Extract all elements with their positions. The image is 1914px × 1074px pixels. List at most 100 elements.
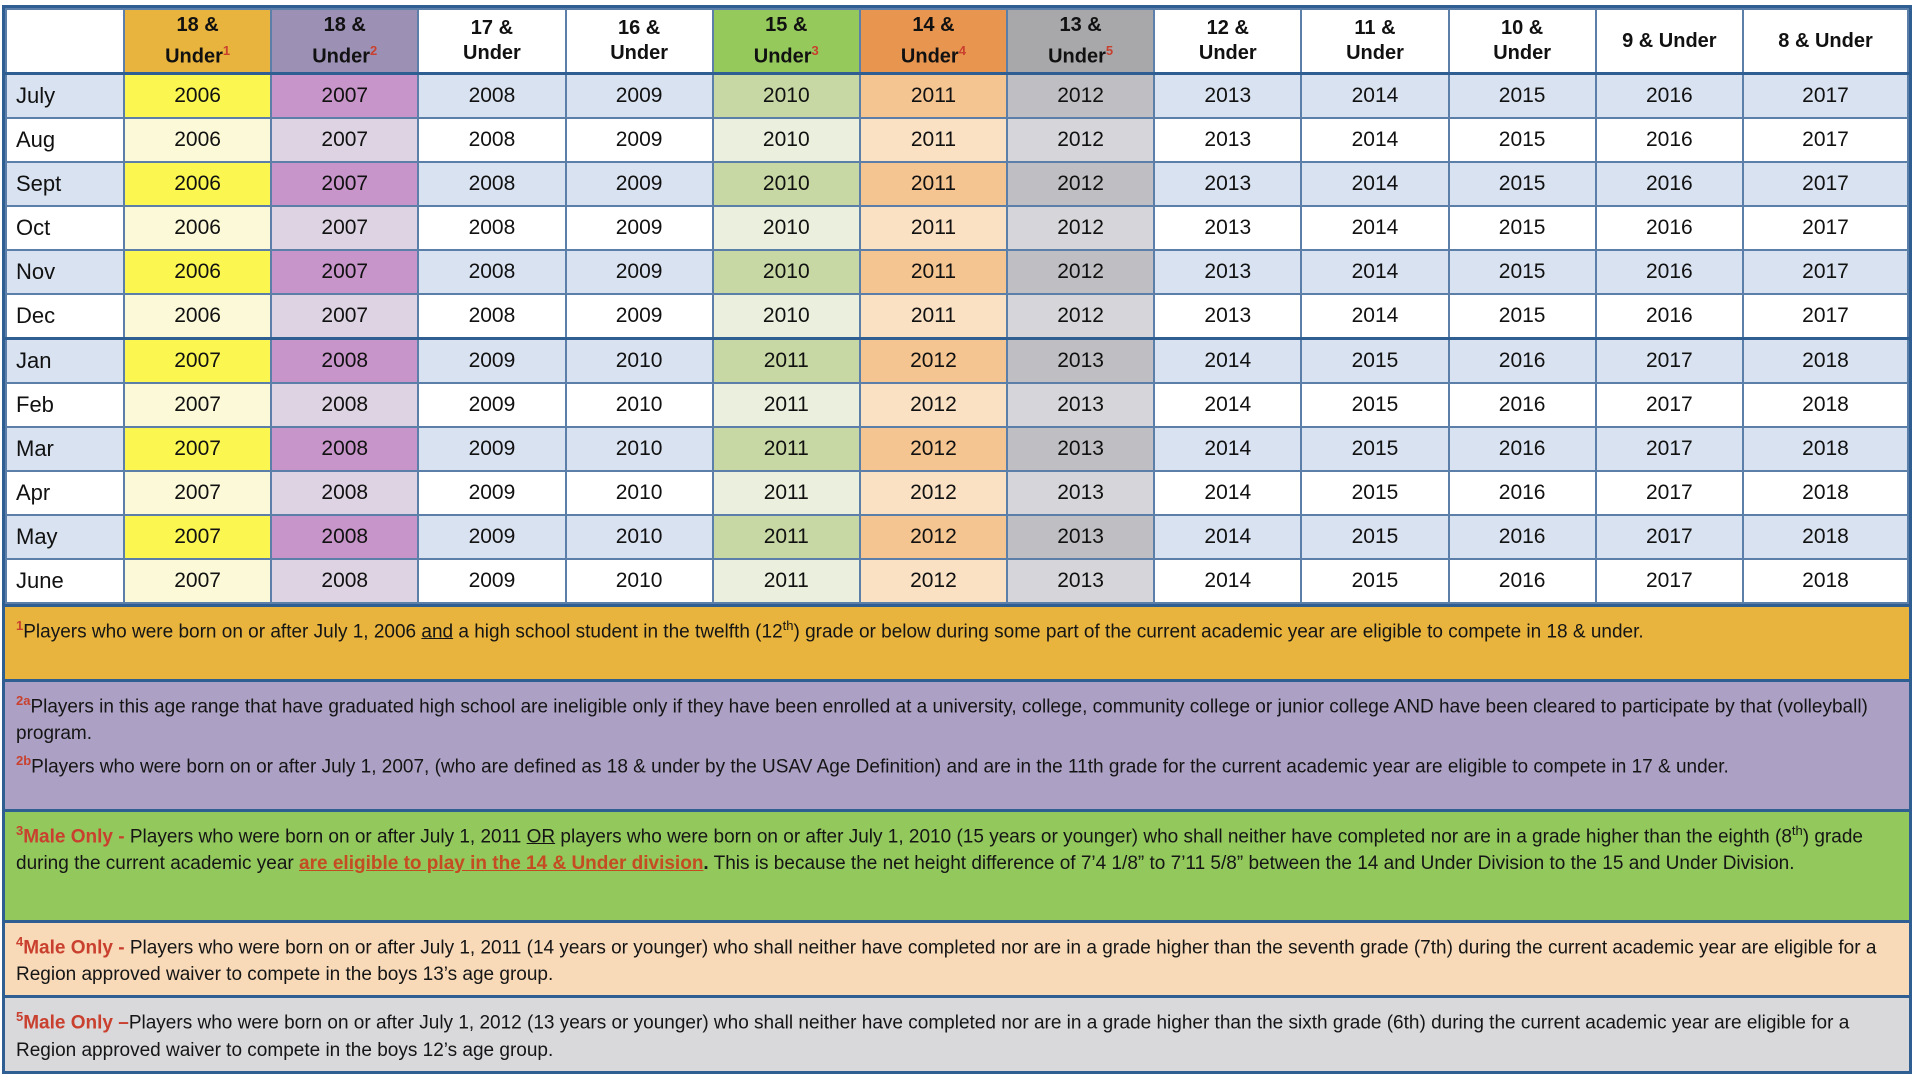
footnote-text-segment: a high school student in the twelfth (12 [453,621,783,643]
column-header-label: Under [1346,42,1404,64]
year-cell: 2011 [858,72,1009,119]
footnote-text-segment: ) grade during the current academic year [16,826,1863,875]
year-cell: 2018 [1742,426,1909,472]
footnote-text-segment: This is because the net height differenc… [708,853,1795,875]
footnote-text-segment: ) grade or below during some part of the… [793,621,1644,643]
year-cell: 2010 [564,514,714,560]
year-cell: 2011 [858,205,1009,251]
column-header-label: 9 & Under [1622,29,1717,52]
year-cell: 2017 [1594,426,1745,472]
year-cell: 2012 [1006,161,1156,207]
year-cell: 2007 [270,117,420,163]
year-cell: 2007 [122,426,273,472]
table-row-oct: Oct 2006 2007 2008 2009 2010 2011 2012 2013 2014 2… [5,205,1909,251]
footnote-3: 3Male Only - Players who were born on or… [5,809,1909,920]
year-cell: 2016 [1594,72,1745,119]
footnote-text-segment: Players who were born on or after July 1… [31,756,1729,778]
year-cell: 2016 [1594,117,1745,163]
table-row-nov: Nov 2006 2007 2008 2009 2010 2011 2012 2013 2014 2… [5,249,1909,295]
year-cell: 2014 [1153,514,1303,560]
year-cell: 2006 [122,117,273,163]
column-header-label: 12 & [1206,17,1249,39]
year-cell: 2012 [1006,249,1156,295]
column-header-13-under: 13 & Under5 [1006,8,1156,75]
year-cell: 2015 [1447,293,1597,340]
column-header-label: Under1 [165,42,231,68]
year-cell: 2015 [1447,161,1597,207]
year-cell: 2008 [417,293,567,340]
year-cell: 2017 [1594,558,1745,604]
year-cell: 2011 [711,470,861,516]
year-cell: 2009 [417,337,567,384]
year-cell: 2014 [1300,293,1450,340]
column-header-label: Under4 [900,42,966,68]
month-label: Dec [5,293,125,340]
footnote-5: 5Male Only –Players who were born on or … [5,995,1909,1071]
footnote-text-segment: Male Only – [23,1012,129,1034]
year-cell: 2007 [122,382,273,428]
age-table-head: 18 & Under1 18 & Under2 17 & Under 16 & Under 15… [5,8,1909,75]
footnote-text-segment: 1 [16,618,24,633]
year-cell: 2012 [1006,117,1156,163]
footnote-text-segment: Players who were born on or after July 1… [16,937,1877,986]
year-cell: 2017 [1742,293,1909,340]
year-cell: 2008 [270,470,420,516]
year-cell: 2010 [711,161,861,207]
year-cell: 2017 [1594,514,1745,560]
year-cell: 2013 [1153,249,1303,295]
year-cell: 2015 [1300,558,1450,604]
footnote-paragraph: 1Players who were born on or after July … [16,612,1898,645]
year-cell: 2016 [1447,382,1597,428]
footnote-text-segment: Male Only - [23,937,130,959]
column-header-10-under: 10 & Under [1447,8,1597,75]
year-cell: 2008 [270,514,420,560]
column-header-9-under: 9 & Under [1594,8,1745,75]
column-header-label: 16 & [617,17,661,39]
year-cell: 2017 [1594,337,1745,384]
year-cell: 2016 [1447,558,1597,604]
year-cell: 2008 [417,117,567,163]
column-header-15-under: 15 & Under3 [711,8,861,75]
footnote-paragraph: 5Male Only –Players who were born on or … [16,1003,1898,1063]
year-cell: 2014 [1153,382,1303,428]
year-cell: 2013 [1006,426,1156,472]
table-row-mar: Mar 2007 2008 2009 2010 2011 2012 2013 2014 2015 2… [5,426,1909,472]
column-header-label: Under [610,42,668,64]
year-cell: 2009 [417,382,567,428]
table-row-dec: Dec 2006 2007 2008 2009 2010 2011 2012 2013 2014 2… [5,293,1909,340]
column-header-label: Under3 [753,42,819,68]
year-cell: 2006 [122,249,273,295]
year-cell: 2006 [122,72,273,119]
year-cell: 2013 [1153,205,1303,251]
year-cell: 2011 [858,293,1009,340]
year-cell: 2016 [1594,161,1745,207]
year-cell: 2011 [858,249,1009,295]
table-row-june: June 2007 2008 2009 2010 2011 2012 2013 2014 2015… [5,558,1909,604]
year-cell: 2009 [564,293,714,340]
year-cell: 2015 [1300,382,1450,428]
month-label: July [5,72,125,119]
year-cell: 2012 [858,337,1009,384]
month-label: Oct [5,205,125,251]
column-header-11-under: 11 & Under [1300,8,1450,75]
footnote-text-segment: are eligible to play in the 14 & Under d… [299,853,704,875]
year-cell: 2008 [270,426,420,472]
year-cell: 2010 [564,470,714,516]
footnote-text-segment: 4 [16,934,24,949]
month-label: May [5,514,125,560]
year-cell: 2011 [711,514,861,560]
month-label: Aug [5,117,125,163]
month-label: Jan [5,337,125,384]
year-cell: 2013 [1153,72,1303,119]
footnote-marker: 4 [958,42,966,58]
year-cell: 2014 [1300,161,1450,207]
column-header-17-under: 17 & Under [417,8,567,75]
footnote-text-segment: Players who were born on or after July 1… [23,621,422,643]
year-cell: 2007 [122,337,273,384]
column-header-18-under: 18 & Under1 [122,8,273,75]
year-cell: 2018 [1742,382,1909,428]
year-cell: 2012 [858,514,1009,560]
year-cell: 2007 [122,558,273,604]
year-cell: 2012 [858,382,1009,428]
footnote-paragraph: 4Male Only - Players who were born on or… [16,928,1898,988]
